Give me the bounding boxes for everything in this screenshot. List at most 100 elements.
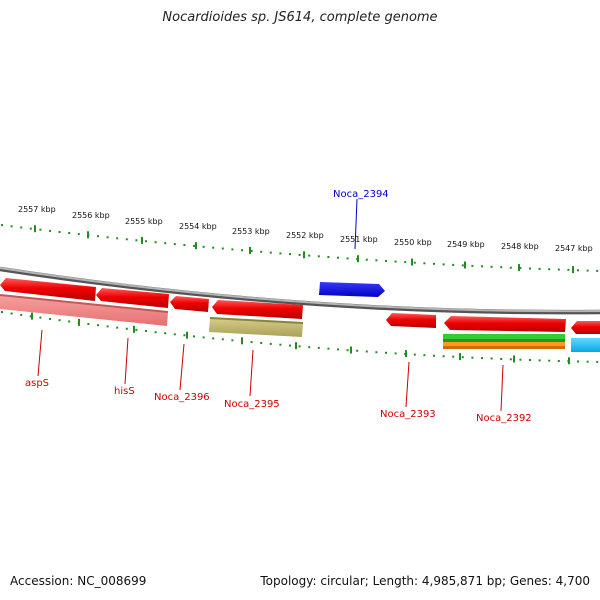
gene-label[interactable]: Noca_2394 bbox=[333, 189, 389, 200]
ruler-labels: 2557 kbp 2556 kbp 2555 kbp 2554 kbp 2553… bbox=[18, 205, 593, 253]
ruler-dot bbox=[317, 255, 320, 258]
gene-noca-2393[interactable] bbox=[386, 313, 436, 328]
tick-label: 2550 kbp bbox=[394, 238, 432, 247]
ruler-dot bbox=[317, 346, 320, 349]
ruler-dot bbox=[106, 236, 109, 239]
gene-asps[interactable] bbox=[0, 278, 96, 301]
ruler-major-tick bbox=[518, 264, 520, 272]
ruler-major-tick bbox=[303, 251, 305, 259]
ruler-dot bbox=[433, 354, 435, 357]
gene-label[interactable]: aspS bbox=[25, 378, 49, 389]
ruler-major-tick bbox=[133, 325, 135, 333]
ruler-dot bbox=[279, 343, 282, 346]
ruler-dot bbox=[250, 250, 253, 252]
ruler-dot bbox=[241, 249, 243, 252]
ruler-major-tick bbox=[357, 255, 359, 263]
tick-label: 2555 kbp bbox=[125, 217, 163, 226]
ruler-dot bbox=[509, 266, 512, 269]
ruler-major-tick bbox=[464, 261, 466, 269]
ruler-dot bbox=[586, 360, 589, 363]
ruler-dot bbox=[394, 260, 397, 263]
ruler-major-tick bbox=[31, 312, 33, 320]
ruler-dot bbox=[413, 353, 416, 356]
map-title: Nocardioides sp. JS614, complete genome bbox=[162, 10, 438, 25]
gene-label[interactable]: Noca_2395 bbox=[224, 399, 280, 410]
ruler-dot bbox=[529, 359, 531, 361]
tick-label: 2551 kbp bbox=[340, 235, 378, 244]
ruler-dot bbox=[385, 260, 387, 262]
ruler-dot bbox=[481, 357, 483, 360]
ruler-dot bbox=[557, 268, 560, 271]
ruler-dot bbox=[193, 335, 195, 338]
ruler-dot bbox=[298, 345, 301, 348]
gene-label[interactable]: Noca_2393 bbox=[380, 409, 436, 420]
tick-label: 2554 kbp bbox=[179, 222, 217, 231]
gene-label[interactable]: Noca_2396 bbox=[154, 392, 210, 403]
ruler-dot bbox=[577, 269, 579, 272]
ruler-dot bbox=[413, 261, 416, 264]
ruler-dot bbox=[145, 240, 147, 243]
tick-label: 2552 kbp bbox=[286, 231, 324, 240]
ruler-dot bbox=[49, 317, 51, 320]
ruler-dot bbox=[346, 257, 349, 260]
ruler-dot bbox=[135, 239, 138, 242]
ruler-dot bbox=[202, 245, 205, 248]
ruler-dot bbox=[68, 320, 71, 323]
ruler-dot bbox=[394, 352, 397, 355]
ruler-dot bbox=[500, 266, 503, 269]
ruler-dot bbox=[269, 342, 272, 345]
ruler-major-tick bbox=[78, 318, 80, 326]
ruler-major-tick bbox=[249, 247, 251, 254]
ruler-dot bbox=[423, 354, 426, 357]
ruler-dot bbox=[125, 327, 128, 330]
tick-label: 2547 kbp bbox=[555, 244, 593, 253]
accession-text: Accession: NC_008699 bbox=[10, 574, 147, 588]
ruler-dot bbox=[231, 248, 234, 251]
gene-label[interactable]: hisS bbox=[114, 386, 135, 397]
ruler-dot bbox=[260, 342, 263, 344]
ruler-dot bbox=[500, 358, 503, 360]
ruler-major-tick bbox=[459, 353, 461, 361]
lower-ruler bbox=[1, 311, 599, 365]
gene-partial-right[interactable] bbox=[571, 321, 600, 334]
gene-noca-2395[interactable] bbox=[212, 300, 303, 319]
ruler-major-tick bbox=[295, 342, 297, 350]
ruler-dot bbox=[221, 247, 224, 250]
ruler-dot bbox=[221, 338, 224, 341]
tick-label: 2556 kbp bbox=[72, 211, 110, 220]
ruler-dot bbox=[567, 268, 570, 271]
ruler-dot bbox=[509, 358, 512, 361]
ruler-dot bbox=[183, 244, 186, 246]
ruler-dot bbox=[548, 268, 551, 271]
gene-hiss[interactable] bbox=[96, 288, 169, 308]
ruler-dot bbox=[20, 226, 23, 229]
tick-label: 2548 kbp bbox=[501, 242, 539, 251]
ruler-dot bbox=[29, 315, 32, 318]
feature-bar-asps-top bbox=[0, 294, 169, 313]
ruler-dot bbox=[193, 244, 195, 247]
ruler-dot bbox=[557, 360, 560, 362]
ruler-major-tick bbox=[34, 225, 36, 233]
ruler-dot bbox=[298, 253, 301, 256]
ruler-dot bbox=[1, 311, 3, 314]
ruler-dot bbox=[164, 332, 167, 335]
feature-bar-green bbox=[443, 334, 565, 339]
tick-label: 2549 kbp bbox=[447, 240, 485, 249]
gene-noca-2396[interactable] bbox=[170, 296, 209, 312]
ruler-dot bbox=[452, 263, 455, 266]
ruler-dot bbox=[404, 261, 407, 264]
feature-bar-asps bbox=[0, 295, 168, 326]
gene-noca-2392[interactable] bbox=[444, 316, 566, 332]
ruler-dot bbox=[173, 243, 176, 246]
ruler-dot bbox=[538, 267, 541, 270]
ruler-dot bbox=[490, 357, 493, 360]
feature-bar-green-dark bbox=[443, 339, 565, 342]
ruler-dot bbox=[10, 225, 13, 228]
ruler-major-tick bbox=[195, 242, 197, 250]
gene-label[interactable]: Noca_2392 bbox=[476, 413, 532, 424]
gene-noca-2394[interactable] bbox=[319, 282, 385, 297]
ruler-major-tick bbox=[87, 231, 89, 239]
ruler-dot bbox=[433, 262, 435, 265]
ruler-dot bbox=[183, 334, 186, 337]
ruler-dot bbox=[490, 265, 493, 268]
